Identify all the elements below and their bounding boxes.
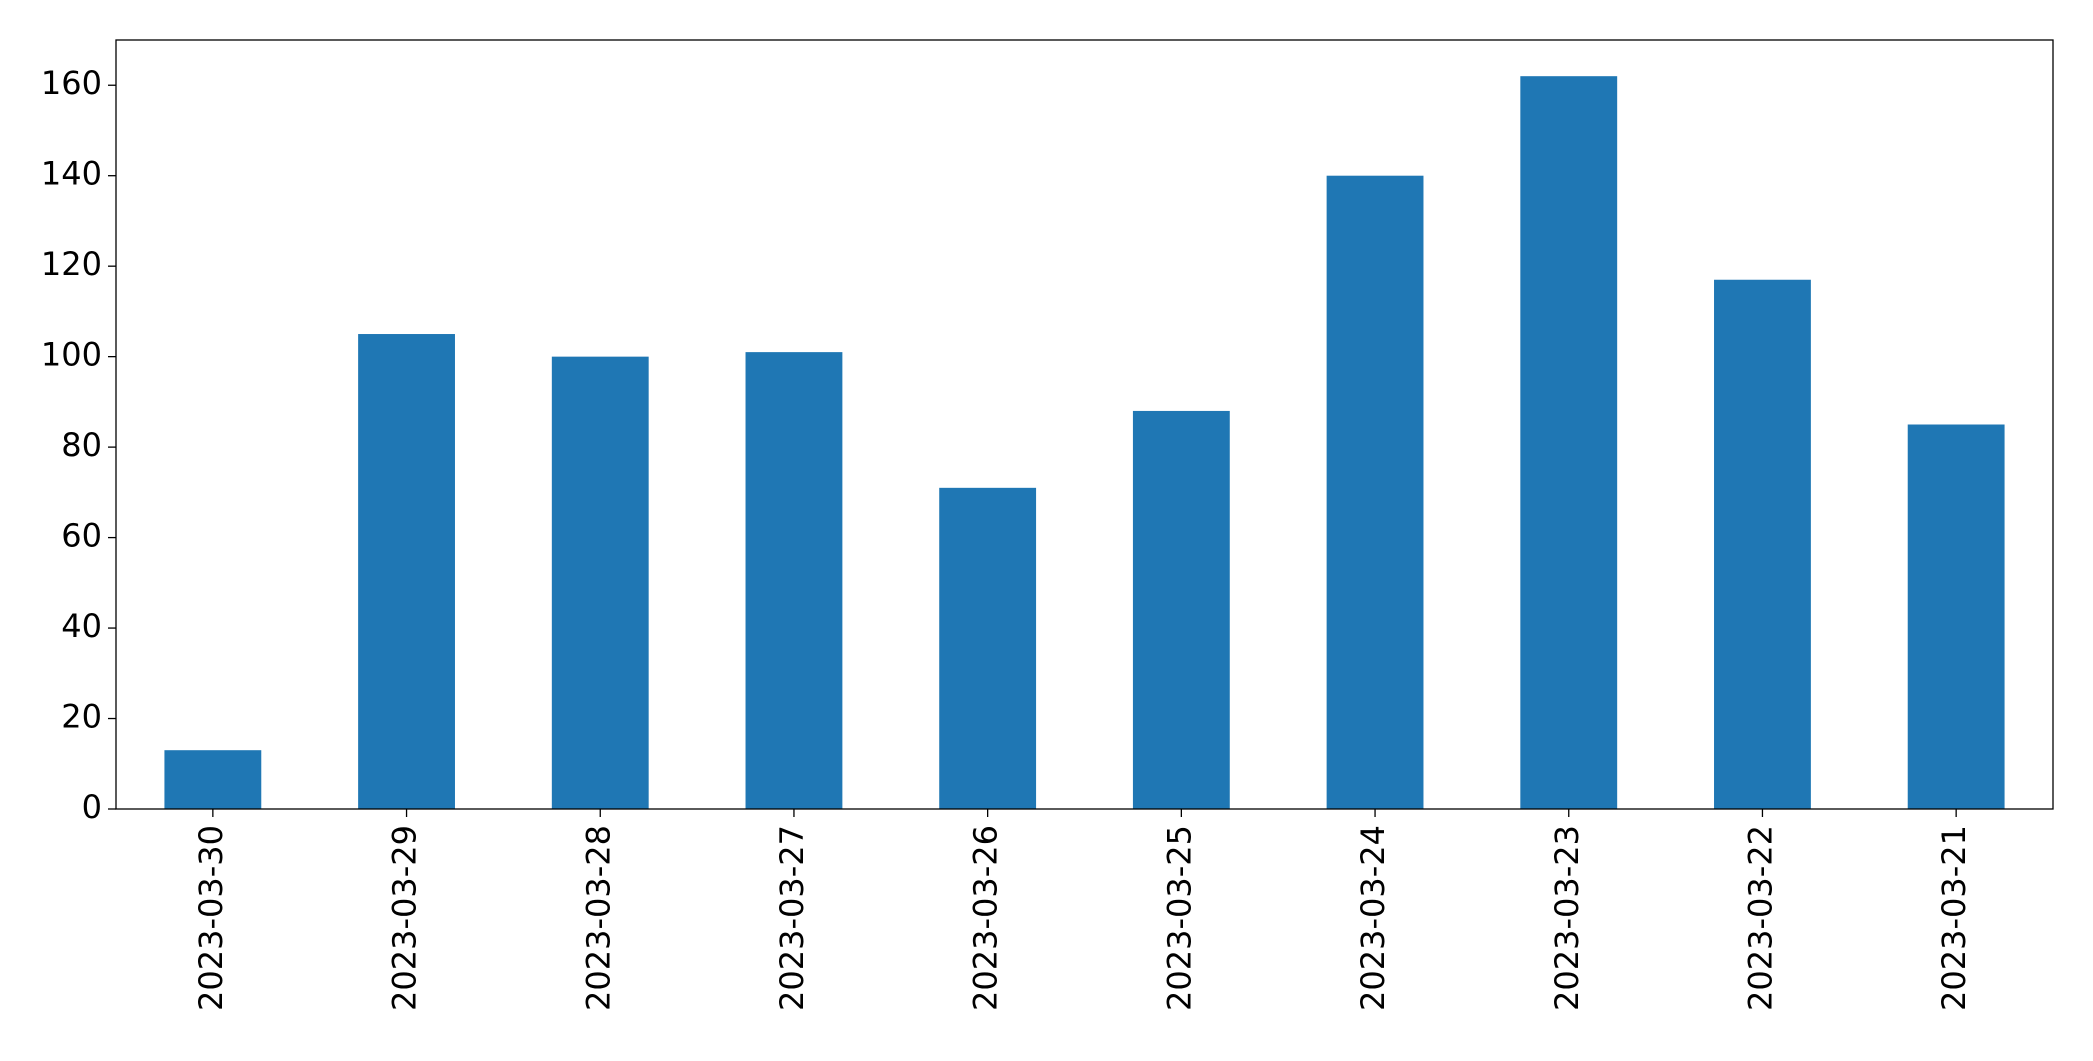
bar [358,334,455,809]
y-tick-label: 160 [41,64,102,102]
bar [1520,76,1618,809]
x-tick-label: 2023-03-23 [1548,825,1586,1011]
bar [1907,424,2005,809]
x-tick-label: 2023-03-21 [1935,825,1973,1011]
y-tick-label: 0 [82,788,102,826]
bar [164,750,262,809]
y-tick-label: 120 [41,245,102,283]
x-tick-label: 2023-03-26 [967,825,1005,1011]
bar [1326,175,1424,810]
bar [1714,279,1811,809]
y-tick-label: 100 [41,336,102,374]
x-tick-label: 2023-03-25 [1160,825,1198,1011]
y-tick-label: 40 [61,607,102,645]
plot-frame [115,39,2054,810]
bar [1132,410,1230,809]
x-tick-label: 2023-03-24 [1354,825,1392,1011]
x-tick-label: 2023-03-30 [192,825,230,1011]
y-tick-label: 20 [61,698,102,736]
x-tick-label: 2023-03-28 [579,825,617,1011]
x-tick-label: 2023-03-27 [773,825,811,1011]
bar [551,356,649,809]
y-tick-label: 140 [41,155,102,193]
x-tick-label: 2023-03-22 [1741,825,1779,1011]
x-tick-label: 2023-03-29 [386,825,424,1011]
y-tick-label: 80 [61,426,102,464]
bar [939,487,1037,809]
bar [745,352,843,809]
y-tick-label: 60 [61,517,102,555]
